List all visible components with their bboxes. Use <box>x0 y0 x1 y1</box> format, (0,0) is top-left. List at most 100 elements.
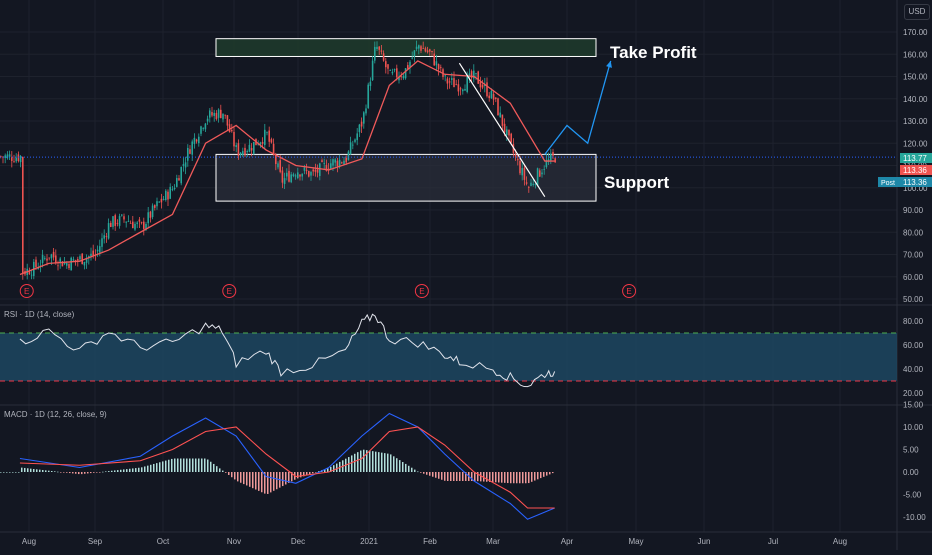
macd-histogram-bar <box>462 472 464 481</box>
support-zone[interactable] <box>215 153 597 202</box>
macd-pane[interactable]: MACD · 1D (12, 26, close, 9) <box>0 410 555 520</box>
macd-histogram-bar <box>189 458 191 472</box>
price-tick-label: 130.00 <box>903 117 928 126</box>
macd-tick-label: 5.00 <box>903 446 919 455</box>
macd-histogram-bar <box>123 469 125 472</box>
macd-histogram-bar <box>195 458 197 472</box>
projection-arrow[interactable] <box>544 60 612 155</box>
candle-body <box>156 201 158 207</box>
candle-body <box>420 46 422 51</box>
currency-button[interactable]: USD <box>904 4 930 20</box>
candle-body <box>305 169 308 171</box>
macd-histogram-bar <box>150 464 152 472</box>
macd-histogram-bar <box>39 469 41 472</box>
macd-histogram-bar <box>231 472 233 478</box>
candle-body <box>127 221 130 223</box>
macd-histogram-bar <box>486 472 488 482</box>
candle-body <box>402 75 405 79</box>
time-tick-label: May <box>628 537 643 546</box>
candle-body <box>444 75 446 77</box>
macd-histogram-bar <box>69 472 71 474</box>
time-tick-label: Jun <box>698 537 711 546</box>
take-profit-zone[interactable] <box>215 38 597 57</box>
candle-body <box>182 164 185 166</box>
candle-body <box>147 212 149 224</box>
macd-histogram-bar <box>81 472 83 475</box>
candle-body <box>490 90 493 99</box>
macd-histogram-bar <box>240 472 242 483</box>
candle-body <box>429 49 431 52</box>
macd-histogram-bar <box>147 465 149 472</box>
candle-body <box>30 274 33 276</box>
candle-body <box>514 154 517 157</box>
macd-histogram-bar <box>453 472 455 481</box>
macd-histogram-bar <box>330 466 332 472</box>
axes[interactable]: 170.00160.00150.00140.00130.00120.00110.… <box>22 28 932 546</box>
macd-histogram-bar <box>90 472 92 474</box>
candle-body <box>528 186 530 188</box>
candle-body <box>503 123 506 133</box>
candle-body <box>376 46 378 50</box>
candle-body <box>11 157 13 161</box>
macd-histogram-bar <box>297 472 299 479</box>
macd-histogram-bar <box>405 463 407 472</box>
candle-body <box>222 113 224 120</box>
candle-body <box>79 256 81 260</box>
macd-histogram-bar <box>12 472 14 473</box>
candle-body <box>330 163 332 169</box>
macd-histogram-bar <box>447 472 449 481</box>
macd-histogram-bar <box>276 472 278 490</box>
trendline[interactable] <box>458 62 546 197</box>
macd-histogram-bar <box>87 472 89 474</box>
price-tick-label: 150.00 <box>903 73 928 82</box>
price-pane[interactable]: Take Profit Support E E E E <box>0 38 897 298</box>
time-tick-label: Jul <box>768 537 778 546</box>
macd-histogram-bar <box>159 462 161 472</box>
candle-body <box>415 46 418 49</box>
candle-body <box>530 182 532 186</box>
candle-body <box>543 169 545 171</box>
candle-body <box>114 215 116 226</box>
candle-body <box>204 123 207 130</box>
candle-body <box>41 254 44 264</box>
macd-histogram-bar <box>246 472 248 486</box>
macd-histogram-bar <box>480 472 482 482</box>
macd-histogram-bar <box>0 472 2 473</box>
rsi-title: RSI · 1D (14, close) <box>4 310 75 319</box>
candle-body <box>158 201 160 203</box>
candle-body <box>407 65 409 69</box>
macd-histogram-bar <box>213 463 215 472</box>
candle-body <box>519 161 521 174</box>
candle-body <box>198 136 200 144</box>
candle-body <box>453 78 455 88</box>
candle-body <box>455 84 457 86</box>
candle-body <box>200 126 202 134</box>
candle-body <box>334 159 336 163</box>
candle-body <box>167 191 169 200</box>
macd-histogram-bar <box>399 460 401 472</box>
candle-body <box>497 98 499 116</box>
macd-histogram-bar <box>363 449 365 472</box>
candle-body <box>178 178 180 181</box>
macd-histogram-bar <box>519 472 521 484</box>
y-axis-ticks: 170.00160.00150.00140.00130.00120.00110.… <box>903 28 928 522</box>
candle-body <box>17 154 20 162</box>
macd-histogram-bar <box>378 452 380 472</box>
candle-body <box>290 174 292 183</box>
rsi-pane[interactable]: RSI · 1D (14, close) <box>0 310 897 388</box>
macd-histogram-bar <box>171 458 173 472</box>
macd-histogram-bar <box>531 472 533 482</box>
price-tick-label: 90.00 <box>903 206 924 215</box>
macd-tick-label: 0.00 <box>903 468 919 477</box>
candle-body <box>110 222 112 227</box>
candle-body <box>206 118 209 122</box>
candle-body <box>275 154 277 165</box>
macd-histogram-bar <box>180 458 182 472</box>
candle-body <box>6 154 9 159</box>
macd-histogram-bar <box>357 452 359 472</box>
earnings-marker-label: E <box>419 287 424 296</box>
